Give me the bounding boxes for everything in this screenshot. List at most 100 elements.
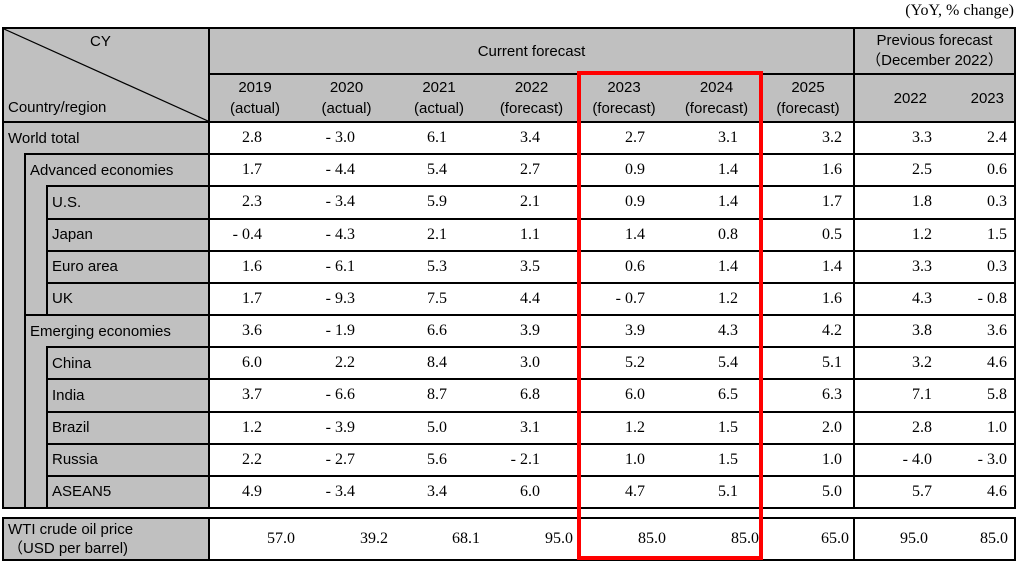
cell-wti-2025: 65.0 bbox=[763, 519, 853, 559]
cell-euro-area-2022: 3.5 bbox=[485, 249, 578, 282]
cell-china-2020: 2.2 bbox=[300, 346, 393, 379]
cell-asean5-prev-2023: 4.6 bbox=[937, 474, 1014, 507]
cell-brazil-2021: 5.0 bbox=[393, 410, 485, 443]
indent-spacer bbox=[24, 410, 46, 443]
cell-brazil-2023: 1.2 bbox=[578, 410, 670, 443]
cell-india-2022: 6.8 bbox=[485, 378, 578, 411]
cell-advanced-economies-2022: 2.7 bbox=[485, 153, 578, 186]
cell-russia-2022: - 2.1 bbox=[485, 442, 578, 475]
year-header-2019: 2019 (actual) bbox=[208, 73, 300, 121]
cell-world-total-2025: 3.2 bbox=[763, 121, 853, 154]
cell-china-2023: 5.2 bbox=[578, 346, 670, 379]
row-label-japan: Japan bbox=[46, 217, 208, 250]
country-region-label: Country/region bbox=[8, 99, 107, 116]
cell-wti-2019: 57.0 bbox=[208, 519, 300, 559]
cell-advanced-economies-2020: - 4.4 bbox=[300, 153, 393, 186]
wti-oil-price-table: WTI crude oil price （USD per barrel) 57.… bbox=[2, 517, 1016, 561]
cell-uk-prev-2023: - 0.8 bbox=[937, 281, 1014, 314]
cell-advanced-economies-2021: 5.4 bbox=[393, 153, 485, 186]
cell-u-s-prev-2022: 1.8 bbox=[853, 185, 937, 218]
year-sublabel: (actual) bbox=[229, 100, 281, 117]
row-label-euro-area: Euro area bbox=[46, 249, 208, 282]
cell-euro-area-2024: 1.4 bbox=[670, 249, 763, 282]
year-header-2025: 2025 (forecast) bbox=[763, 73, 853, 121]
cell-advanced-economies-2024: 1.4 bbox=[670, 153, 763, 186]
row-label-asean5: ASEAN5 bbox=[46, 474, 208, 507]
cell-u-s-2019: 2.3 bbox=[208, 185, 300, 218]
row-label-russia: Russia bbox=[46, 442, 208, 475]
cell-russia-2025: 1.0 bbox=[763, 442, 853, 475]
indent-spacer bbox=[4, 378, 24, 411]
cell-u-s-2020: - 3.4 bbox=[300, 185, 393, 218]
cell-emerging-economies-2023: 3.9 bbox=[578, 314, 670, 347]
indent-spacer bbox=[4, 346, 24, 379]
row-label-advanced-economies: Advanced economies bbox=[24, 153, 208, 186]
cy-label: CY bbox=[90, 33, 111, 50]
cell-euro-area-2019: 1.6 bbox=[208, 249, 300, 282]
cell-brazil-prev-2022: 2.8 bbox=[853, 410, 937, 443]
indent-spacer bbox=[4, 153, 24, 186]
cell-advanced-economies-2025: 1.6 bbox=[763, 153, 853, 186]
cell-world-total-2022: 3.4 bbox=[485, 121, 578, 154]
cell-asean5-2025: 5.0 bbox=[763, 474, 853, 507]
cell-russia-prev-2022: - 4.0 bbox=[853, 442, 937, 475]
cell-world-total-2021: 6.1 bbox=[393, 121, 485, 154]
indent-spacer bbox=[4, 249, 24, 282]
year-header-2023: 2023 (forecast) bbox=[578, 73, 670, 121]
cell-asean5-2021: 3.4 bbox=[393, 474, 485, 507]
cell-world-total-2020: - 3.0 bbox=[300, 121, 393, 154]
cell-asean5-2020: - 3.4 bbox=[300, 474, 393, 507]
row-label-u-s: U.S. bbox=[46, 185, 208, 218]
cell-russia-2024: 1.5 bbox=[670, 442, 763, 475]
cell-world-total-2019: 2.8 bbox=[208, 121, 300, 154]
cell-wti-2020: 39.2 bbox=[300, 519, 393, 559]
cell-euro-area-2023: 0.6 bbox=[578, 249, 670, 282]
cell-uk-2022: 4.4 bbox=[485, 281, 578, 314]
indent-spacer bbox=[4, 474, 24, 507]
cell-japan-prev-2022: 1.2 bbox=[853, 217, 937, 250]
cell-world-total-prev-2022: 3.3 bbox=[853, 121, 937, 154]
cell-u-s-2022: 2.1 bbox=[485, 185, 578, 218]
indent-spacer bbox=[4, 442, 24, 475]
cell-wti-prev-2022: 95.0 bbox=[853, 519, 937, 559]
cell-japan-2023: 1.4 bbox=[578, 217, 670, 250]
prev-year-header-2022: 2022 bbox=[853, 73, 937, 121]
wti-label-line2: （USD per barrel) bbox=[8, 540, 129, 557]
current-forecast-header: Current forecast bbox=[208, 29, 853, 73]
cell-india-2023: 6.0 bbox=[578, 378, 670, 411]
cell-emerging-economies-2020: - 1.9 bbox=[300, 314, 393, 347]
cell-china-2025: 5.1 bbox=[763, 346, 853, 379]
year-header-2022: 2022 (forecast) bbox=[485, 73, 578, 121]
cell-u-s-prev-2023: 0.3 bbox=[937, 185, 1014, 218]
previous-forecast-header: Previous forecast （December 2022） bbox=[853, 29, 1014, 73]
previous-forecast-line2: （December 2022） bbox=[866, 52, 1003, 69]
cell-asean5-2023: 4.7 bbox=[578, 474, 670, 507]
cell-asean5-2024: 5.1 bbox=[670, 474, 763, 507]
cell-china-2019: 6.0 bbox=[208, 346, 300, 379]
wti-row-label: WTI crude oil price （USD per barrel) bbox=[4, 519, 208, 559]
indent-spacer bbox=[24, 474, 46, 507]
cell-euro-area-2025: 1.4 bbox=[763, 249, 853, 282]
cell-uk-2025: 1.6 bbox=[763, 281, 853, 314]
cell-uk-2019: 1.7 bbox=[208, 281, 300, 314]
cell-japan-2022: 1.1 bbox=[485, 217, 578, 250]
cell-world-total-prev-2023: 2.4 bbox=[937, 121, 1014, 154]
cell-emerging-economies-2021: 6.6 bbox=[393, 314, 485, 347]
cell-uk-prev-2022: 4.3 bbox=[853, 281, 937, 314]
diagonal-line bbox=[4, 29, 208, 121]
cell-india-2024: 6.5 bbox=[670, 378, 763, 411]
cell-brazil-2024: 1.5 bbox=[670, 410, 763, 443]
year-header-2021: 2021 (actual) bbox=[393, 73, 485, 121]
cell-uk-2024: 1.2 bbox=[670, 281, 763, 314]
cell-india-2020: - 6.6 bbox=[300, 378, 393, 411]
cell-japan-2020: - 4.3 bbox=[300, 217, 393, 250]
cell-advanced-economies-prev-2022: 2.5 bbox=[853, 153, 937, 186]
cell-euro-area-2020: - 6.1 bbox=[300, 249, 393, 282]
row-label-china: China bbox=[46, 346, 208, 379]
cell-china-2024: 5.4 bbox=[670, 346, 763, 379]
prev-year-header-2023: 2023 bbox=[937, 73, 1014, 121]
indent-spacer bbox=[24, 346, 46, 379]
cell-advanced-economies-2023: 0.9 bbox=[578, 153, 670, 186]
cell-emerging-economies-2025: 4.2 bbox=[763, 314, 853, 347]
year-header-2020: 2020 (actual) bbox=[300, 73, 393, 121]
